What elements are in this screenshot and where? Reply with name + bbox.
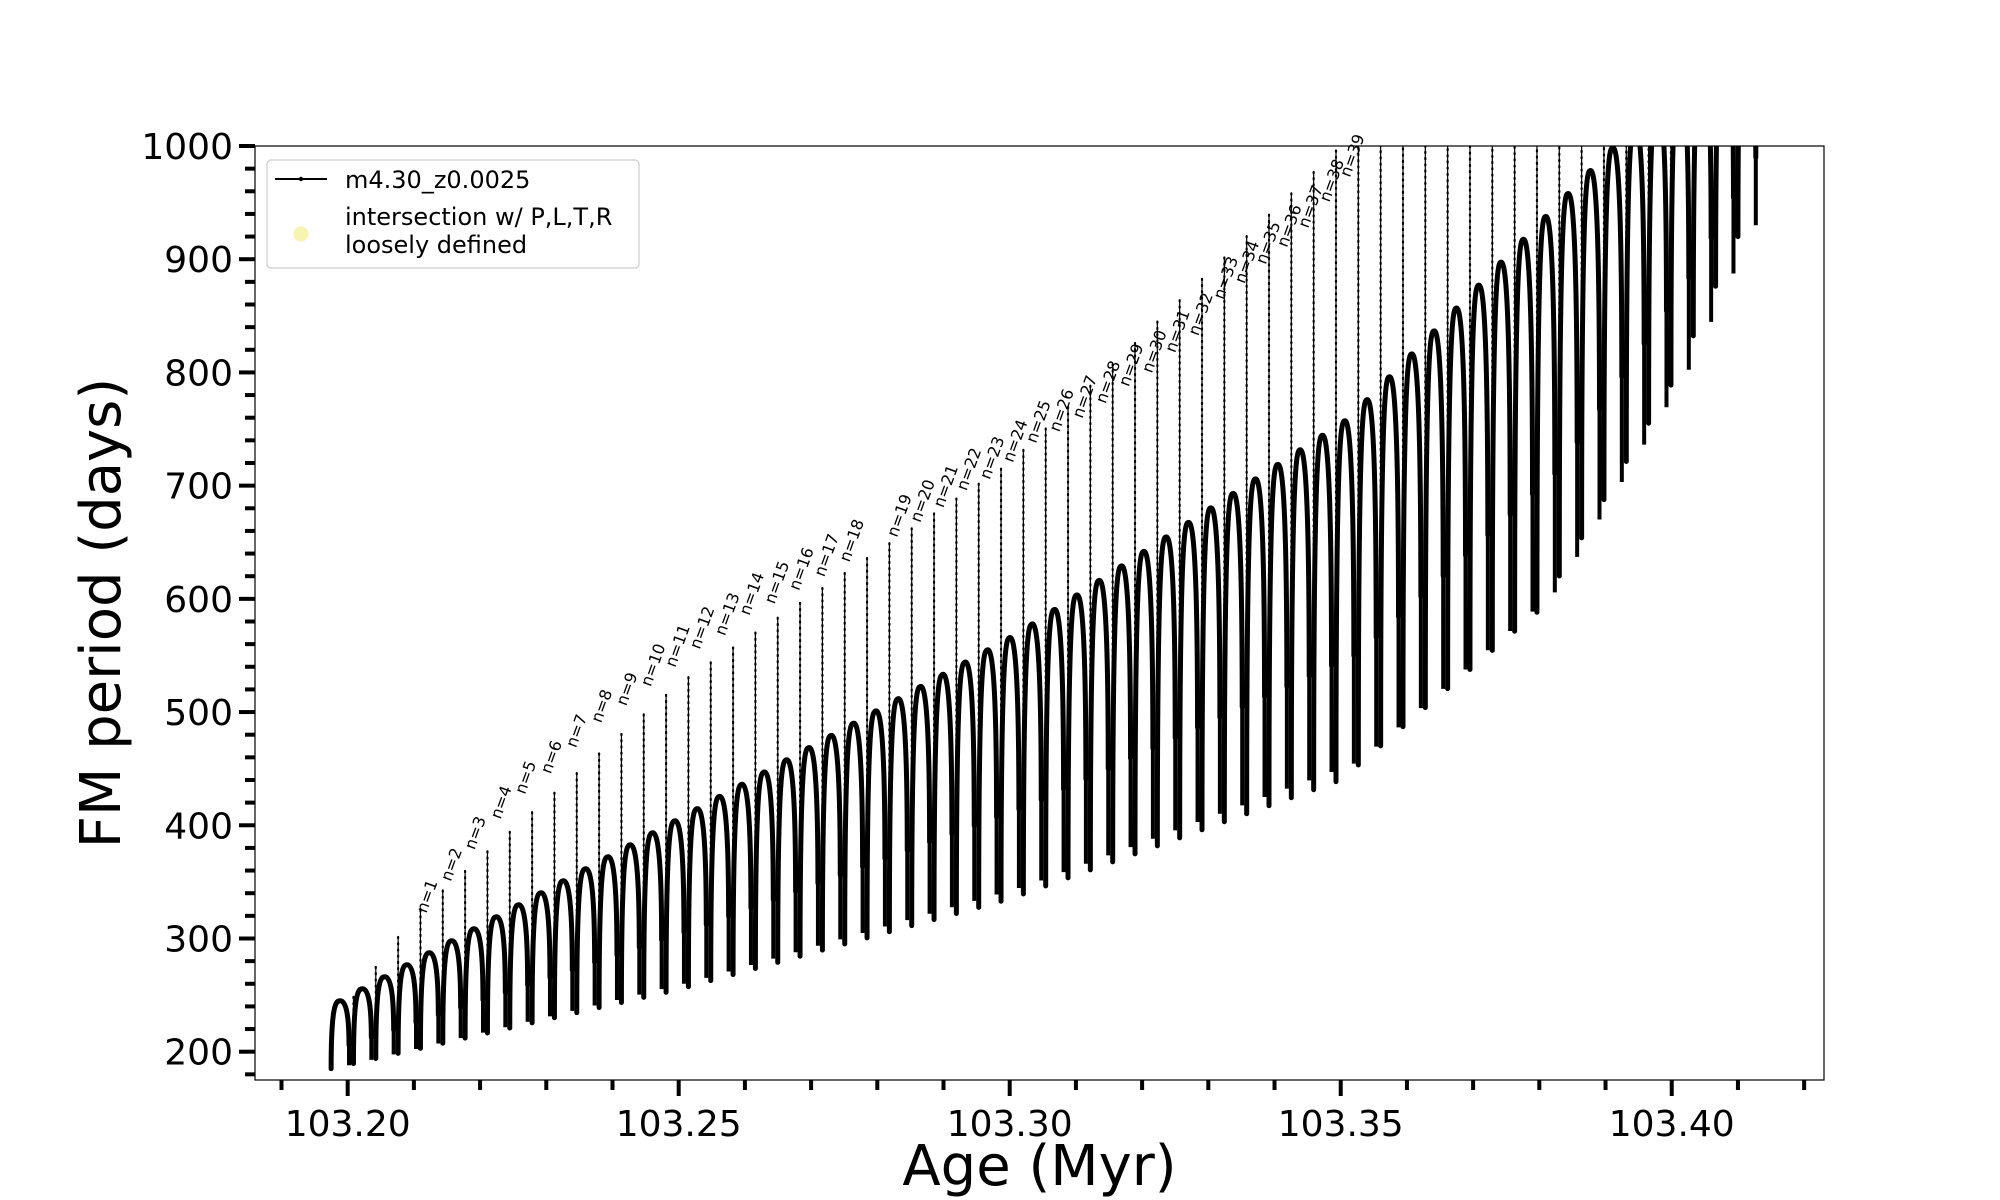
cycle-arc — [440, 938, 464, 1046]
cycle-arc — [462, 926, 486, 1041]
y-tick-label: 200 — [164, 1033, 233, 1074]
cycle-arc — [819, 732, 843, 953]
x-tick-label: 103.40 — [1609, 1104, 1735, 1145]
cycle-arc — [886, 696, 910, 935]
cycle-arc — [328, 998, 352, 1072]
cycle-arc — [1378, 374, 1402, 749]
cycle-arc — [1199, 505, 1223, 833]
cycle-arc — [1579, 168, 1602, 541]
x-tick-label: 103.30 — [947, 1104, 1073, 1145]
cycle-arc — [1065, 592, 1089, 881]
y-tick-label: 1000 — [141, 127, 233, 168]
y-tick-label: 600 — [164, 580, 233, 621]
cycle-arc — [864, 708, 888, 941]
series-layer — [328, 146, 1759, 1072]
cycle-arc — [976, 647, 1000, 910]
cycle-arc — [1132, 548, 1156, 857]
series-line — [328, 146, 1759, 1072]
cycle-arc — [1601, 146, 1625, 503]
cycle-arc — [998, 635, 1022, 904]
legend-label-series: m4.30_z0.0025 — [345, 166, 530, 194]
cycle-arc — [663, 818, 687, 995]
cycle-arc — [1087, 577, 1111, 873]
cycle-arc — [1668, 146, 1692, 388]
cycle-arc — [797, 745, 821, 959]
x-tick-label: 103.35 — [1278, 1104, 1404, 1145]
cycle-arc — [909, 683, 933, 929]
cycle-arc — [596, 854, 620, 1011]
y-tick-label: 500 — [164, 693, 233, 734]
cycle-arc — [1355, 397, 1379, 768]
cycle-arc — [775, 757, 799, 965]
y-tick-label: 300 — [164, 919, 233, 960]
cycle-arc — [1512, 236, 1535, 634]
cycle-arc — [1043, 606, 1067, 889]
cycle-arc — [842, 720, 866, 947]
y-tick-label: 400 — [164, 806, 233, 847]
legend-marker-series — [275, 176, 327, 182]
cycle-arc — [1020, 621, 1044, 897]
legend-label-intersection: intersection w/ P,L,T,R loosely defined — [345, 203, 620, 259]
cycle-arc — [752, 769, 776, 971]
cycle-arc — [350, 986, 374, 1067]
y-tick-label: 800 — [164, 353, 233, 394]
y-axis-title: FM period (days) — [69, 378, 134, 848]
legend: m4.30_z0.0025 intersection w/ P,L,T,R lo… — [266, 159, 640, 269]
cycle-arc — [1177, 519, 1201, 841]
cycle-arc — [1311, 432, 1335, 793]
legend-label-intersection-line-1: intersection w/ P,L,T,R — [345, 203, 612, 231]
y-tick-label: 900 — [164, 240, 233, 281]
cycle-arc — [1221, 490, 1245, 825]
cycle-arc — [730, 781, 754, 978]
cycle-arc — [931, 671, 955, 923]
cycle-arc — [641, 830, 665, 1000]
axis-layer: 200 300 400 500 600 700 800 900 1000 103.20 103.25… — [141, 127, 1807, 1145]
cycle-arc — [1534, 213, 1558, 615]
cycle-arc — [529, 890, 553, 1026]
cycle-arc — [953, 659, 977, 916]
cycle-arc — [1489, 259, 1513, 653]
cycle-arc — [1244, 476, 1268, 817]
cycle-arc — [1445, 305, 1469, 692]
legend-marker-intersection — [293, 226, 309, 242]
cycle-arc — [1154, 534, 1178, 849]
cycle-arc — [551, 878, 575, 1021]
cycle-arc — [1422, 328, 1446, 711]
cycle-arc — [1110, 563, 1134, 865]
cycle-arc — [1556, 190, 1580, 579]
cycle-arc — [1333, 418, 1357, 785]
cycle-arc — [574, 866, 598, 1016]
legend-box — [266, 159, 640, 269]
x-tick-label: 103.25 — [616, 1104, 742, 1145]
cycle-arc — [1288, 447, 1312, 801]
cycle-arc — [1646, 146, 1669, 426]
cycle-arc — [618, 842, 642, 1005]
cycle-arc — [685, 806, 709, 990]
legend-label-intersection-line-2: loosely defined — [345, 231, 527, 259]
cycle-arc — [1623, 146, 1647, 464]
cycle-arc — [1690, 146, 1714, 339]
cycle-arc — [1266, 461, 1290, 809]
cycle-arc — [484, 914, 508, 1036]
cycle-arc — [1467, 282, 1491, 672]
cycle-arc — [507, 902, 531, 1031]
cycle-arc — [417, 950, 441, 1051]
cycle-arc — [708, 793, 732, 984]
cycle-arc — [395, 962, 419, 1056]
cycle-arc — [1400, 351, 1424, 730]
y-tick-label: 700 — [164, 467, 233, 508]
x-tick-label: 103.20 — [285, 1104, 411, 1145]
x-axis-title: Age (Myr) — [902, 1134, 1176, 1199]
cycle-arc — [373, 974, 397, 1061]
